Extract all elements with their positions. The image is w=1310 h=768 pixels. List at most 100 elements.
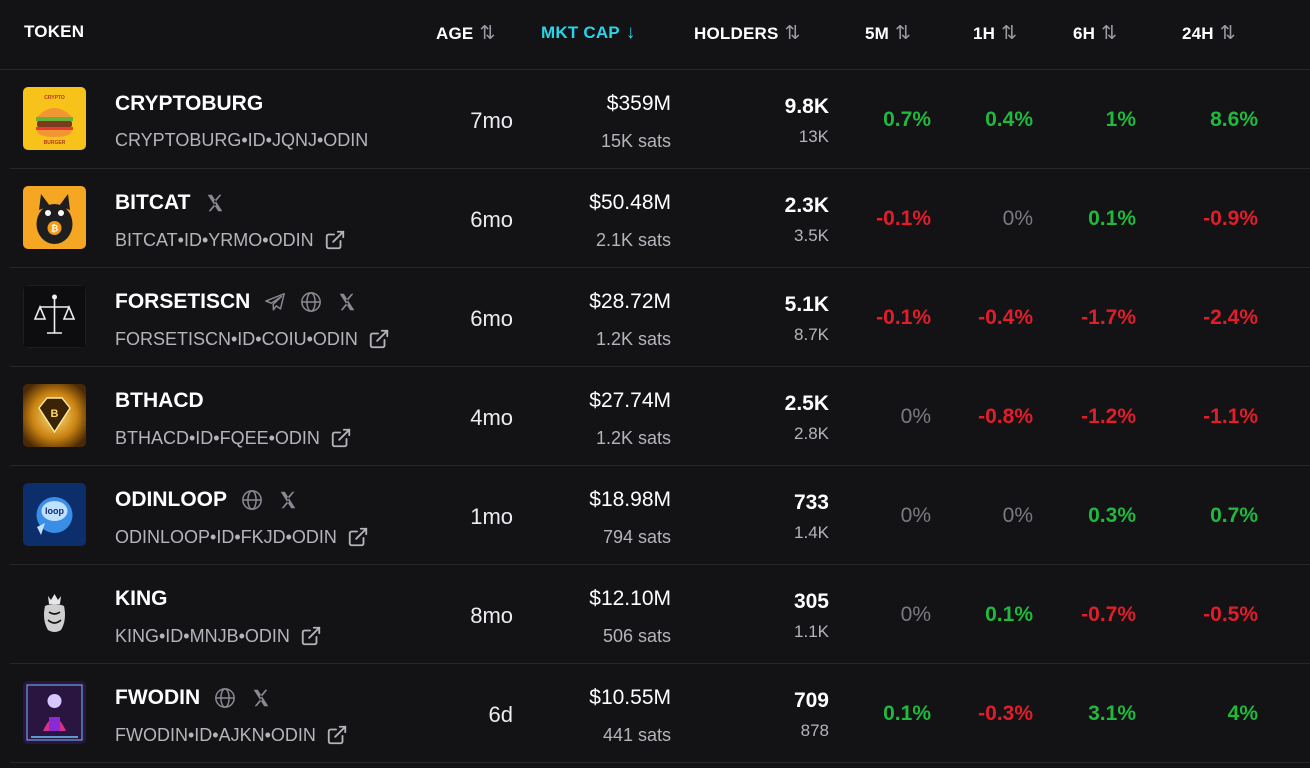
column-24h[interactable]: 24H ⇅ (1182, 23, 1236, 44)
column-holders[interactable]: HOLDERS ⇅ (694, 23, 801, 44)
external-link-icon[interactable] (368, 328, 390, 350)
table-row[interactable]: KING KING•ID•MNJB•ODIN 8mo $12.10M 506 s… (10, 565, 1310, 664)
change-24h: 8.6% (1210, 108, 1258, 131)
sort-icon: ⇅ (1001, 23, 1018, 44)
x-icon[interactable] (277, 489, 299, 511)
external-link-icon[interactable] (324, 229, 346, 251)
change-24h: 0.7% (1210, 504, 1258, 527)
token-age: 8mo (470, 603, 513, 628)
token-logo (23, 582, 86, 645)
holders-count: 9.8K (784, 95, 829, 118)
change-1h: 0% (1002, 504, 1033, 527)
telegram-icon[interactable] (264, 291, 286, 313)
token-logo: loop (23, 483, 86, 546)
sort-icon: ⇅ (895, 23, 912, 44)
holders-secondary: 3.5K (794, 226, 829, 245)
change-24h: 4% (1227, 702, 1258, 725)
change-1h: 0% (1002, 207, 1033, 230)
holders-count: 305 (793, 590, 829, 613)
column-6h[interactable]: 6H ⇅ (1073, 23, 1118, 44)
x-icon[interactable] (336, 291, 358, 313)
table-header: TOKEN AGE ⇅ MKT CAP ↓ HOLDERS ⇅ 5M ⇅ 1H ⇅ 6H ⇅… (0, 0, 1310, 70)
change-6h: 3.1% (1088, 702, 1136, 725)
market-cap: $50.48M (589, 191, 671, 214)
change-24h: -0.9% (1203, 207, 1258, 230)
table-row[interactable]: ₿ BITCAT BITCAT•ID•YRMO•ODIN 6mo $50.48M… (10, 169, 1310, 268)
token-name[interactable]: BTHACD (115, 389, 204, 412)
price-sats: 2.1K sats (595, 230, 671, 250)
svg-text:loop: loop (45, 506, 64, 516)
token-name[interactable]: FORSETISCN (115, 290, 251, 313)
change-6h: 0.3% (1088, 504, 1136, 527)
change-1h: -0.4% (978, 306, 1033, 329)
token-ticker: FORSETISCN•ID•COIU•ODIN (115, 328, 358, 349)
token-name[interactable]: ODINLOOP (115, 488, 228, 511)
change-5m: -0.1% (876, 207, 931, 230)
x-icon[interactable] (250, 687, 272, 709)
token-logo: ₿ (23, 186, 86, 249)
token-logo: CRYPTO BURGER (23, 87, 86, 150)
column-mkt-cap[interactable]: MKT CAP ↓ (541, 22, 636, 43)
token-logo: B (23, 384, 86, 447)
token-age: 6d (488, 702, 513, 727)
table-row[interactable]: B BTHACD BTHACD•ID•FQEE•ODIN 4mo $27.74M… (10, 367, 1310, 466)
svg-text:₿: ₿ (51, 224, 58, 234)
token-logo (23, 681, 86, 744)
price-sats: 506 sats (602, 626, 671, 646)
change-1h: -0.3% (978, 702, 1033, 725)
price-sats: 1.2K sats (595, 329, 671, 349)
price-sats: 1.2K sats (595, 428, 671, 448)
token-name[interactable]: CRYPTOBURG (115, 92, 264, 115)
token-age: 6mo (470, 207, 513, 232)
price-sats: 794 sats (602, 527, 671, 547)
change-1h: 0.1% (985, 603, 1033, 626)
token-ticker: ODINLOOP•ID•FKJD•ODIN (115, 526, 337, 547)
token-ticker: KING•ID•MNJB•ODIN (115, 625, 290, 646)
table-row[interactable]: CRYPTO BURGER CRYPTOBURG CRYPTOBURG•ID•JQ… (10, 70, 1310, 169)
column-5m[interactable]: 5M ⇅ (865, 23, 912, 44)
token-logo (23, 285, 86, 348)
svg-text:B: B (51, 408, 59, 420)
sort-icon: ⇅ (1219, 23, 1236, 44)
token-name[interactable]: KING (115, 587, 168, 610)
globe-icon[interactable] (300, 291, 322, 313)
change-5m: -0.1% (876, 306, 931, 329)
x-icon[interactable] (204, 192, 226, 214)
table-row[interactable]: FORSETISCN FORSETISCN•ID•COIU•ODIN 6mo $… (10, 268, 1310, 367)
external-link-icon[interactable] (347, 526, 369, 548)
column-age[interactable]: AGE ⇅ (436, 23, 496, 44)
change-6h: -0.7% (1081, 603, 1136, 626)
market-cap: $10.55M (589, 686, 671, 709)
token-age: 6mo (470, 306, 513, 331)
globe-icon[interactable] (241, 489, 263, 511)
sort-desc-icon: ↓ (625, 22, 636, 43)
holders-count: 2.3K (784, 194, 829, 217)
holders-secondary: 8.7K (794, 325, 829, 344)
change-5m: 0.1% (883, 702, 931, 725)
token-name[interactable]: FWODIN (115, 686, 201, 709)
change-6h: -1.2% (1081, 405, 1136, 428)
column-1h[interactable]: 1H ⇅ (973, 23, 1018, 44)
token-age: 1mo (470, 504, 513, 529)
change-5m: 0% (900, 405, 931, 428)
market-cap: $12.10M (589, 587, 671, 610)
table-row[interactable]: loop ODINLOOP ODINLOOP•ID•FKJD•ODIN 1mo … (10, 466, 1310, 565)
holders-count: 5.1K (784, 293, 829, 316)
change-5m: 0% (900, 504, 931, 527)
market-cap: $27.74M (589, 389, 671, 412)
globe-icon[interactable] (214, 687, 236, 709)
external-link-icon[interactable] (300, 625, 322, 647)
sort-icon: ⇅ (1101, 23, 1118, 44)
price-sats: 441 sats (602, 725, 671, 745)
change-5m: 0.7% (883, 108, 931, 131)
change-1h: -0.8% (978, 405, 1033, 428)
change-6h: -1.7% (1081, 306, 1136, 329)
token-name[interactable]: BITCAT (115, 191, 191, 214)
token-age: 7mo (470, 108, 513, 133)
change-6h: 0.1% (1088, 207, 1136, 230)
svg-text:CRYPTO: CRYPTO (44, 95, 65, 101)
column-token: TOKEN (24, 22, 85, 41)
external-link-icon[interactable] (326, 724, 348, 746)
external-link-icon[interactable] (330, 427, 352, 449)
table-row[interactable]: FWODIN FWODIN•ID•AJKN•ODIN 6d $10.55M 44… (10, 664, 1310, 763)
